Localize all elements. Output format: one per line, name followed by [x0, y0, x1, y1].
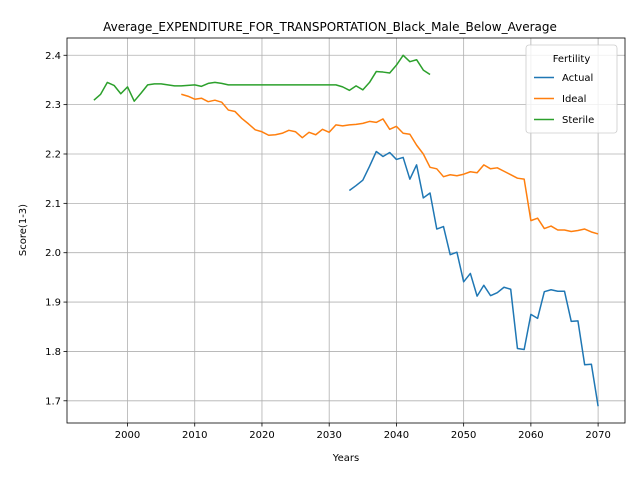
y-tick-label: 2.1	[45, 199, 61, 210]
y-tick-label: 1.9	[45, 298, 61, 309]
y-tick-label: 2.3	[45, 100, 61, 111]
x-axis-label: Years	[332, 453, 359, 464]
axis-ticks: 2000 2010 2020 2030 2040 2050 2060 2070 1.7 1.8 1.…	[45, 51, 611, 441]
chart-title: Average_EXPENDITURE_FOR_TRANSPORTATION_B…	[103, 20, 557, 34]
series-line-ideal	[181, 93, 599, 235]
x-tick-label: 2020	[249, 430, 274, 441]
legend-label-actual: Actual	[562, 73, 593, 84]
y-tick-label: 2.4	[45, 51, 61, 62]
y-tick-label: 2.2	[45, 149, 61, 160]
x-tick-label: 2030	[316, 430, 341, 441]
x-tick-label: 2040	[384, 430, 409, 441]
legend-box	[525, 44, 618, 134]
legend-label-ideal: Ideal	[562, 94, 586, 105]
y-tick-label: 1.7	[45, 396, 61, 407]
y-tick-label: 1.8	[45, 347, 61, 358]
series-line-sterile	[93, 54, 431, 102]
legend-title: Fertility	[553, 54, 591, 65]
legend: Fertility Actual Ideal Sterile	[525, 44, 618, 134]
plot-frame	[66, 37, 626, 424]
legend-label-sterile: Sterile	[562, 115, 594, 126]
x-tick-label: 2050	[451, 430, 476, 441]
x-tick-label: 2000	[115, 430, 140, 441]
series-line-actual	[348, 150, 599, 407]
x-tick-label: 2070	[585, 430, 610, 441]
series-lines	[93, 54, 599, 407]
y-tick-label: 2.0	[45, 248, 61, 259]
x-tick-label: 2010	[182, 430, 207, 441]
x-tick-label: 2060	[518, 430, 543, 441]
y-axis-label: Score(1-3)	[18, 204, 29, 256]
